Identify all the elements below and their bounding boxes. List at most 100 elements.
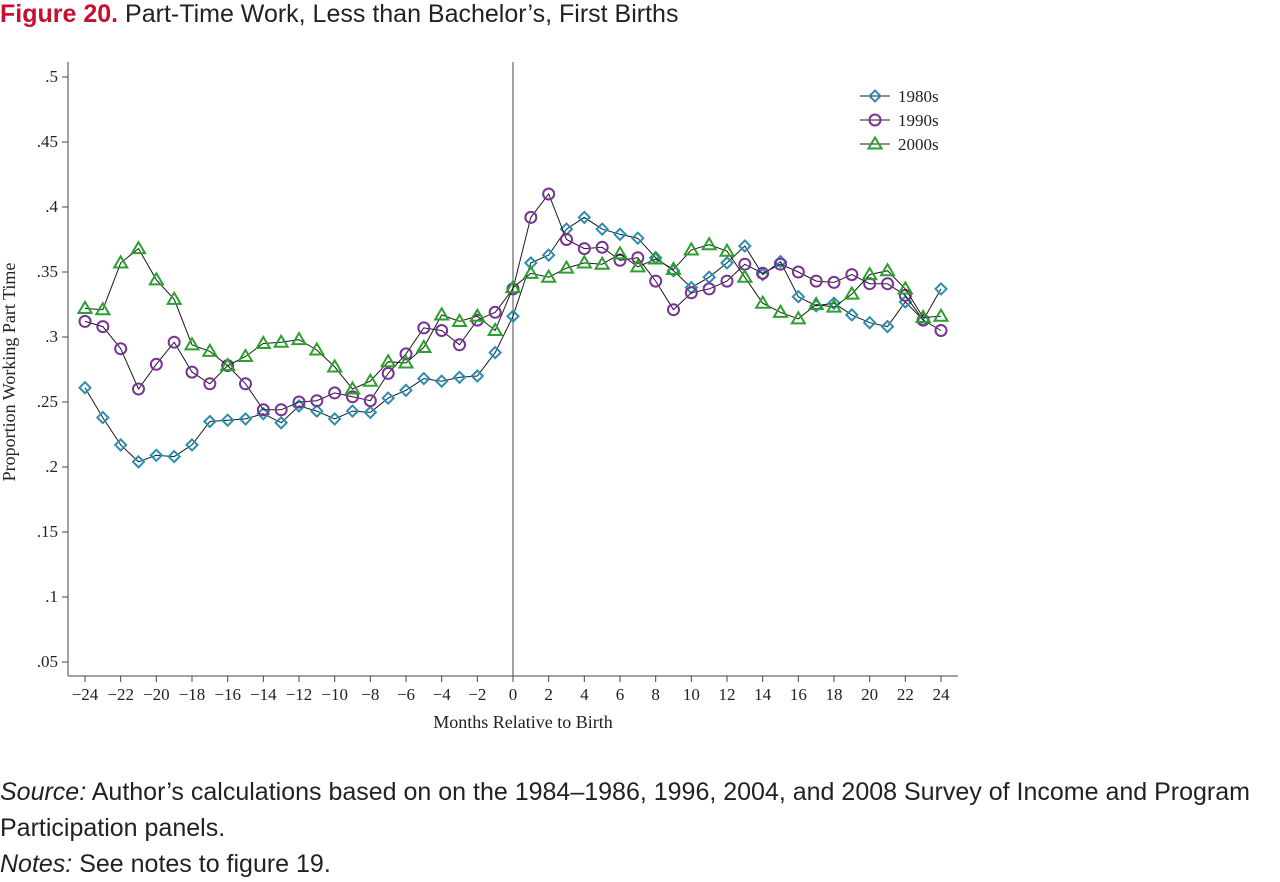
circle-marker (577, 242, 591, 256)
circle-marker (845, 268, 859, 282)
circle-marker (114, 342, 128, 356)
triangle-marker (486, 322, 504, 337)
diamond-marker (720, 255, 734, 270)
circle-marker (328, 386, 342, 400)
diamond-marker (95, 410, 110, 425)
circle-marker (167, 335, 181, 349)
circle-marker (649, 274, 663, 288)
triangle-marker (558, 259, 575, 274)
triangle-marker (76, 299, 94, 314)
x-tick-label: 22 (897, 685, 914, 704)
triangle-marker (665, 260, 682, 275)
diamond-marker (595, 222, 610, 237)
triangle-marker (932, 307, 950, 322)
circle-marker (274, 403, 288, 417)
series-2000s (76, 236, 950, 395)
circle-marker (149, 357, 163, 371)
figure-notes: Source: Author’s calculations based on o… (0, 774, 1280, 882)
series-line-1980s (84, 216, 942, 463)
legend-item-2000s: 2000s (860, 135, 939, 154)
diamond-marker (220, 413, 235, 428)
x-tick-label: −24 (72, 685, 99, 704)
triangle-marker (593, 255, 611, 270)
circle-marker (453, 338, 466, 352)
circle-marker (881, 277, 894, 291)
triangle-marker (148, 271, 165, 286)
circle-marker (868, 113, 882, 127)
triangle-marker (576, 254, 593, 269)
circle-marker (560, 233, 573, 246)
x-tick-label: −10 (321, 685, 348, 704)
diamond-marker (274, 415, 289, 430)
circle-marker (791, 265, 805, 279)
circle-marker (78, 314, 92, 328)
circle-marker (684, 286, 698, 300)
circle-marker (756, 266, 770, 280)
triangle-marker (326, 358, 343, 373)
legend-item-1980s: 1980s (860, 87, 939, 106)
diamond-marker (488, 345, 503, 360)
chart-legend: 1980s 1990s 2000s (860, 87, 939, 154)
x-tick-label: 2 (544, 685, 553, 704)
x-axis-label: Months Relative to Birth (433, 712, 613, 732)
triangle-marker (540, 268, 557, 283)
circle-marker (363, 394, 377, 408)
triangle-marker (772, 303, 789, 318)
diamond-marker (737, 239, 752, 253)
circle-marker (435, 324, 449, 337)
x-tick-label: 14 (754, 685, 772, 704)
circle-marker (185, 365, 199, 379)
triangle-marker (433, 306, 450, 321)
diamond-marker (613, 227, 627, 242)
triangle-marker (754, 294, 771, 309)
circle-marker (595, 240, 609, 254)
x-tick-label: −12 (286, 685, 313, 704)
triangle-marker (736, 268, 754, 283)
triangle-marker (451, 312, 468, 327)
diamond-marker (934, 281, 948, 296)
x-tick-label: −18 (179, 685, 206, 704)
diamond-marker (113, 437, 128, 452)
x-tick-label: 20 (861, 685, 878, 704)
triangle-marker (469, 307, 486, 322)
diamond-marker (827, 296, 841, 311)
triangle-marker (415, 338, 433, 353)
diamond-marker (149, 448, 164, 463)
y-axis-label: Proportion Working Part Time (0, 263, 19, 482)
circle-marker (542, 187, 556, 201)
circle-marker (898, 288, 912, 302)
x-tick-label: 4 (580, 685, 589, 704)
triangle-marker (647, 250, 664, 265)
triangle-marker (272, 333, 290, 348)
triangle-marker (522, 264, 540, 279)
triangle-marker (807, 296, 825, 311)
legend-label: 1980s (898, 87, 939, 106)
x-tick-label: −16 (214, 685, 241, 704)
y-tick-label: .2 (45, 457, 58, 476)
diamond-marker (345, 404, 360, 419)
notes-note: Notes: See notes to figure 19. (0, 846, 1280, 882)
circle-marker (256, 403, 270, 417)
x-tick-label: 6 (616, 685, 625, 704)
diamond-marker (541, 248, 556, 263)
diamond-marker (309, 404, 324, 419)
circle-marker (613, 253, 627, 267)
x-tick-label: −4 (433, 685, 452, 704)
y-tick-label: .3 (45, 327, 58, 346)
y-tick-label: .05 (37, 652, 58, 671)
circle-marker (310, 394, 324, 408)
chart-series (76, 187, 950, 469)
diamond-marker (577, 210, 592, 225)
triangle-marker (504, 279, 522, 294)
circle-marker (524, 210, 538, 224)
x-tick-label: 24 (933, 685, 951, 704)
circle-marker (132, 382, 145, 396)
x-tick-label: −8 (361, 685, 379, 704)
diamond-marker (202, 414, 217, 429)
triangle-marker (879, 262, 896, 277)
y-tick-label: .25 (37, 392, 58, 411)
series-line-2000s (84, 244, 942, 390)
triangle-marker (255, 335, 272, 350)
triangle-marker (379, 353, 397, 368)
legend-item-1990s: 1990s (860, 111, 939, 130)
